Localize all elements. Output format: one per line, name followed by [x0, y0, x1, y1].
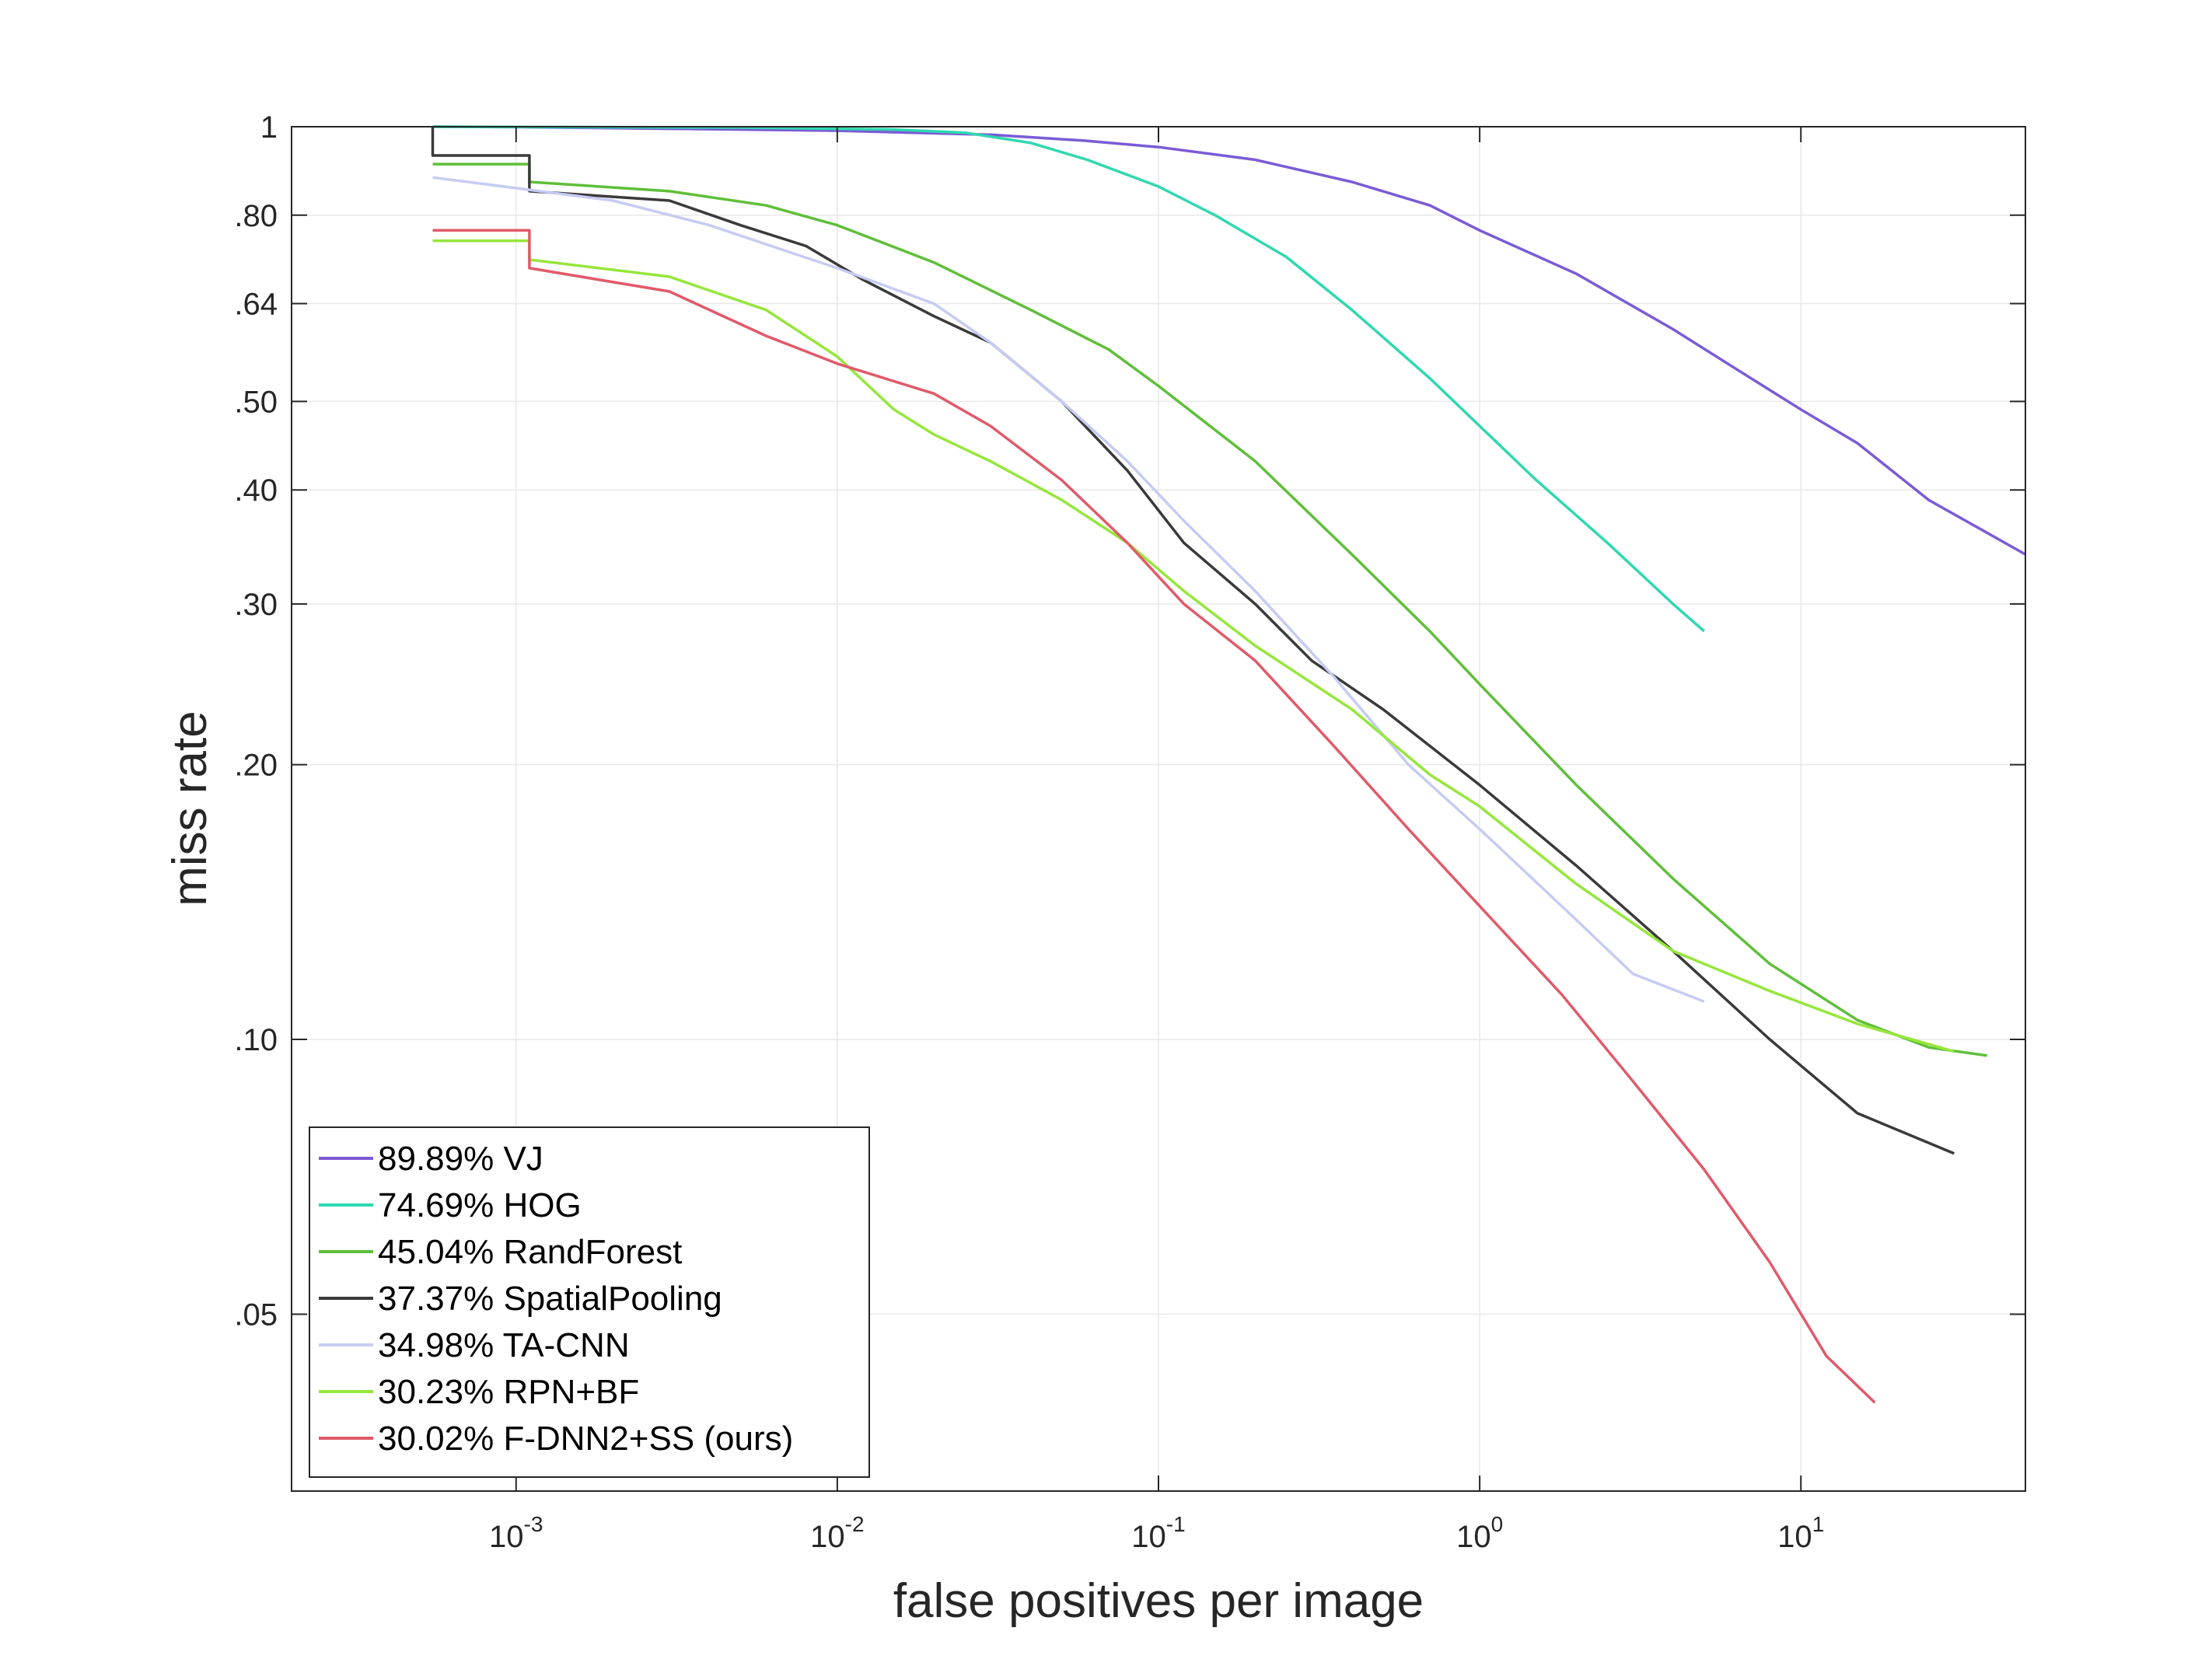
y-tick-label: .64 — [234, 288, 278, 322]
legend: 89.89% VJ 74.69% HOG 45.04% RandForest 37.3… — [309, 1126, 870, 1478]
series-line — [432, 125, 1706, 633]
x-tick-label: 101 — [1777, 1512, 1824, 1554]
series-line — [432, 229, 1876, 1404]
legend-entry: 30.23% RPN+BF — [378, 1373, 639, 1411]
x-tick-exponent: 0 — [1491, 1512, 1504, 1536]
x-tick-exponent: -3 — [524, 1512, 543, 1536]
x-tick-label: 10-2 — [810, 1512, 864, 1554]
y-tick-label: .50 — [234, 385, 278, 419]
y-tick-label: .05 — [234, 1298, 278, 1332]
x-tick-label: 100 — [1456, 1512, 1503, 1554]
x-axis: 10-3 10-2 10-1 100 101 — [489, 127, 1824, 1554]
legend-entry: 30.02% F-DNN2+SS (ours) — [378, 1420, 793, 1458]
x-axis-label: false positives per image — [893, 1574, 1424, 1628]
series-line — [432, 176, 1705, 1004]
x-tick-base: 10 — [1777, 1520, 1812, 1554]
y-tick-label: .10 — [234, 1023, 278, 1057]
x-tick-base: 10 — [810, 1520, 845, 1554]
series-line — [432, 125, 2026, 556]
x-tick-base: 10 — [489, 1520, 524, 1554]
y-tick-label: .20 — [234, 749, 278, 783]
y-tick-label: 1 — [260, 110, 278, 145]
y-axis-label: miss rate — [163, 711, 217, 906]
legend-entry: 37.37% SpatialPooling — [378, 1280, 722, 1318]
y-tick-label: .80 — [234, 199, 278, 233]
x-tick-exponent: -1 — [1166, 1512, 1186, 1536]
x-tick-exponent: -2 — [845, 1512, 865, 1536]
series-line — [431, 127, 1955, 1155]
grid — [292, 126, 2025, 1491]
series-line — [432, 162, 1988, 1057]
y-axis: 1 .80 .64 .50 .40 .30 .20 .10 .05 — [234, 110, 2025, 1332]
y-tick-label: .30 — [234, 588, 278, 622]
legend-entry: 89.89% VJ — [378, 1140, 543, 1178]
x-tick-exponent: 1 — [1812, 1512, 1825, 1536]
x-tick-base: 10 — [1131, 1520, 1166, 1554]
y-tick-label: .40 — [234, 473, 278, 508]
legend-box — [309, 1126, 870, 1478]
x-tick-label: 10-1 — [1131, 1512, 1185, 1554]
x-tick-label: 10-3 — [489, 1512, 543, 1554]
legend-entry: 34.98% TA-CNN — [378, 1326, 630, 1364]
legend-entry: 74.69% HOG — [378, 1186, 582, 1224]
series-layer — [431, 125, 2026, 1404]
x-tick-base: 10 — [1456, 1520, 1491, 1554]
legend-entry: 45.04% RandForest — [378, 1233, 682, 1271]
